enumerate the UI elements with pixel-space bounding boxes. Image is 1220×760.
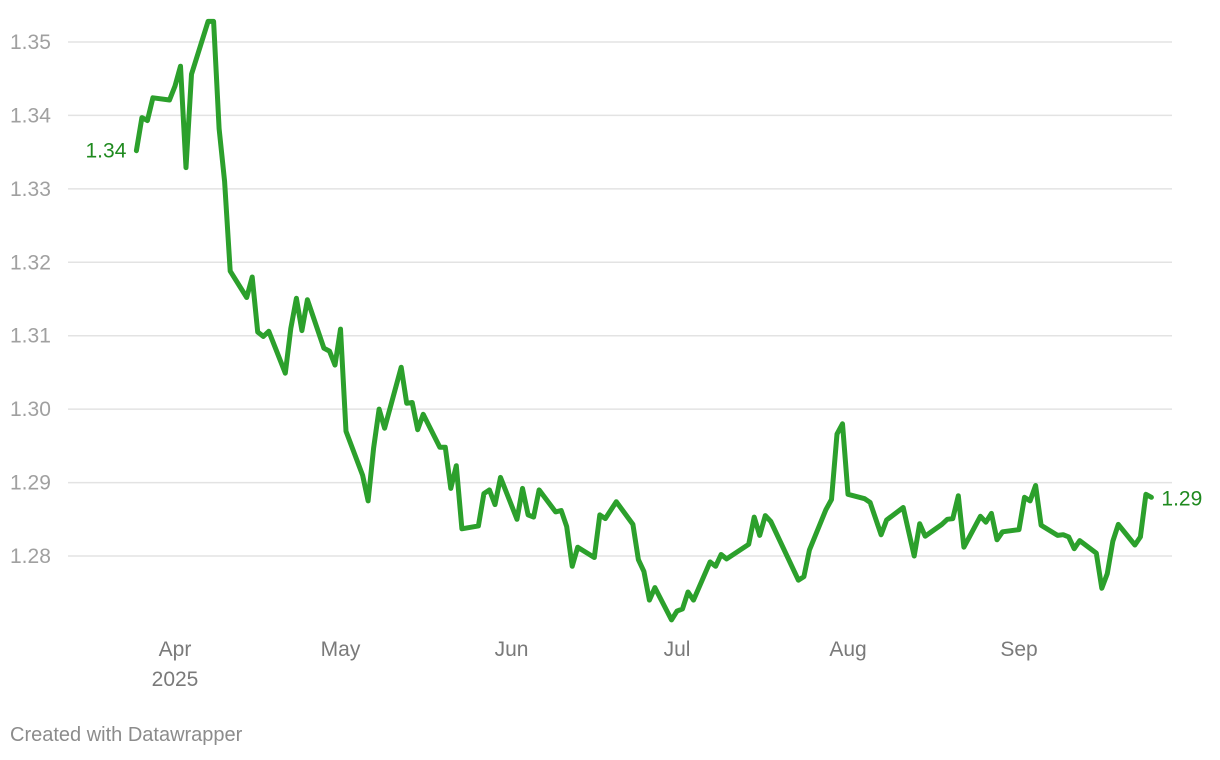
x-tick-label: Apr bbox=[159, 638, 192, 661]
y-tick-label: 1.31 bbox=[10, 325, 51, 348]
x-tick-label: Jul bbox=[664, 638, 691, 661]
y-tick-label: 1.29 bbox=[10, 472, 51, 495]
x-axis-ticks: Apr 2025 May Jun Jul Aug Sep bbox=[152, 638, 1038, 691]
y-tick-label: 1.34 bbox=[10, 104, 51, 127]
start-value-label: 1.34 bbox=[86, 140, 127, 163]
x-tick-label: May bbox=[321, 638, 361, 661]
y-axis-ticks: 1.35 1.34 1.33 1.32 1.31 1.30 1.29 1.28 bbox=[10, 31, 51, 568]
x-tick-label: Aug bbox=[829, 638, 866, 661]
x-tick-label: Sep bbox=[1000, 638, 1037, 661]
series-line bbox=[133, 18, 1154, 623]
y-tick-label: 1.32 bbox=[10, 251, 51, 274]
gridlines bbox=[68, 41, 1172, 557]
y-tick-label: 1.30 bbox=[10, 398, 51, 421]
x-tick-year-label: 2025 bbox=[152, 668, 199, 691]
y-tick-label: 1.28 bbox=[10, 545, 51, 568]
end-value-label: 1.29 bbox=[1161, 487, 1202, 510]
x-tick-label: Jun bbox=[495, 638, 529, 661]
series-layer bbox=[133, 18, 1154, 623]
y-tick-label: 1.35 bbox=[10, 31, 51, 54]
datawrapper-credit: Created with Datawrapper bbox=[10, 724, 243, 746]
y-tick-label: 1.33 bbox=[10, 178, 51, 201]
end-labels: 1.34 1.29 bbox=[86, 140, 1203, 511]
line-chart: 1.35 1.34 1.33 1.32 1.31 1.30 1.29 1.28 Apr 2025… bbox=[10, 18, 1203, 691]
